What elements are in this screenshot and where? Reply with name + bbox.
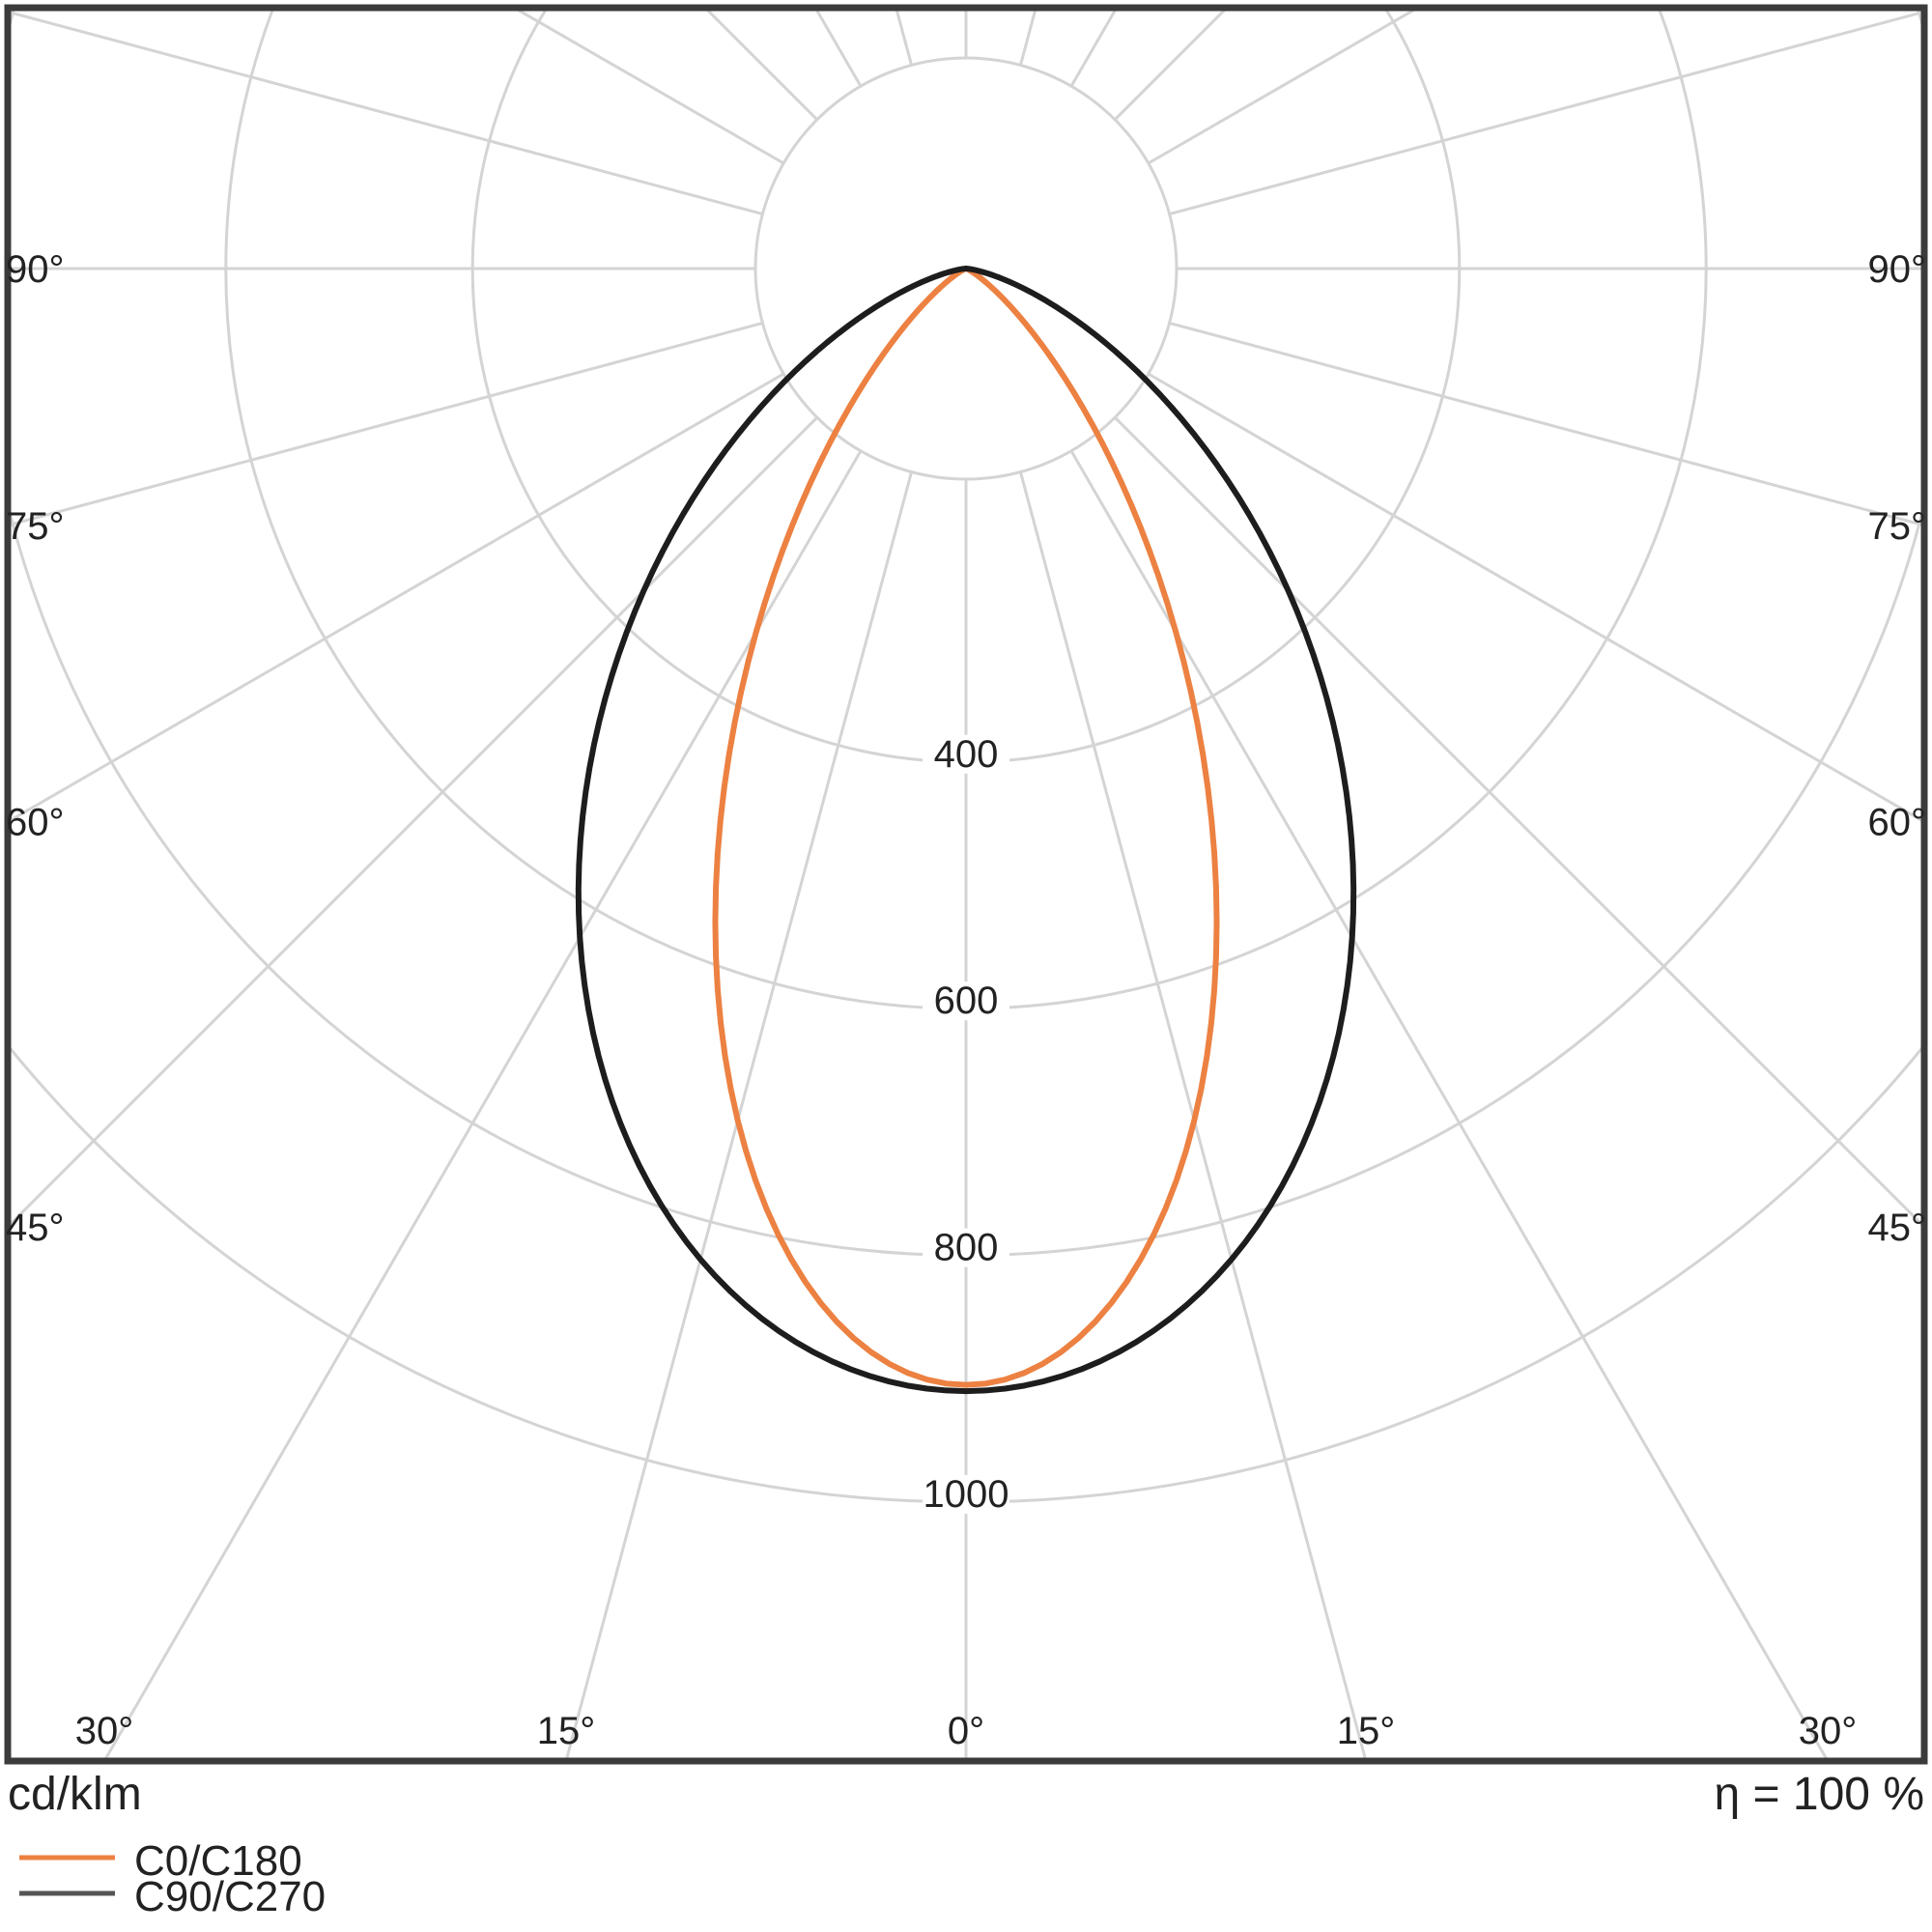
svg-text:15°: 15° bbox=[537, 1710, 596, 1752]
svg-text:600: 600 bbox=[934, 980, 999, 1022]
svg-text:60°: 60° bbox=[1868, 802, 1927, 844]
svg-text:75°: 75° bbox=[6, 505, 65, 548]
svg-text:45°: 45° bbox=[6, 1207, 65, 1249]
svg-text:75°: 75° bbox=[1868, 505, 1927, 548]
svg-text:15°: 15° bbox=[1337, 1710, 1396, 1752]
svg-text:60°: 60° bbox=[6, 802, 65, 844]
svg-text:0°: 0° bbox=[948, 1710, 984, 1752]
svg-text:800: 800 bbox=[934, 1227, 999, 1269]
svg-text:C90/C270: C90/C270 bbox=[134, 1873, 326, 1920]
svg-text:η = 100 %: η = 100 % bbox=[1715, 1769, 1925, 1820]
svg-text:90°: 90° bbox=[1868, 248, 1927, 291]
svg-text:90°: 90° bbox=[6, 248, 65, 291]
svg-text:30°: 30° bbox=[1799, 1710, 1858, 1752]
svg-text:30°: 30° bbox=[75, 1710, 134, 1752]
svg-text:1000: 1000 bbox=[923, 1473, 1009, 1516]
svg-text:cd/klm: cd/klm bbox=[8, 1769, 142, 1820]
svg-text:400: 400 bbox=[934, 733, 999, 776]
svg-text:45°: 45° bbox=[1868, 1207, 1927, 1249]
